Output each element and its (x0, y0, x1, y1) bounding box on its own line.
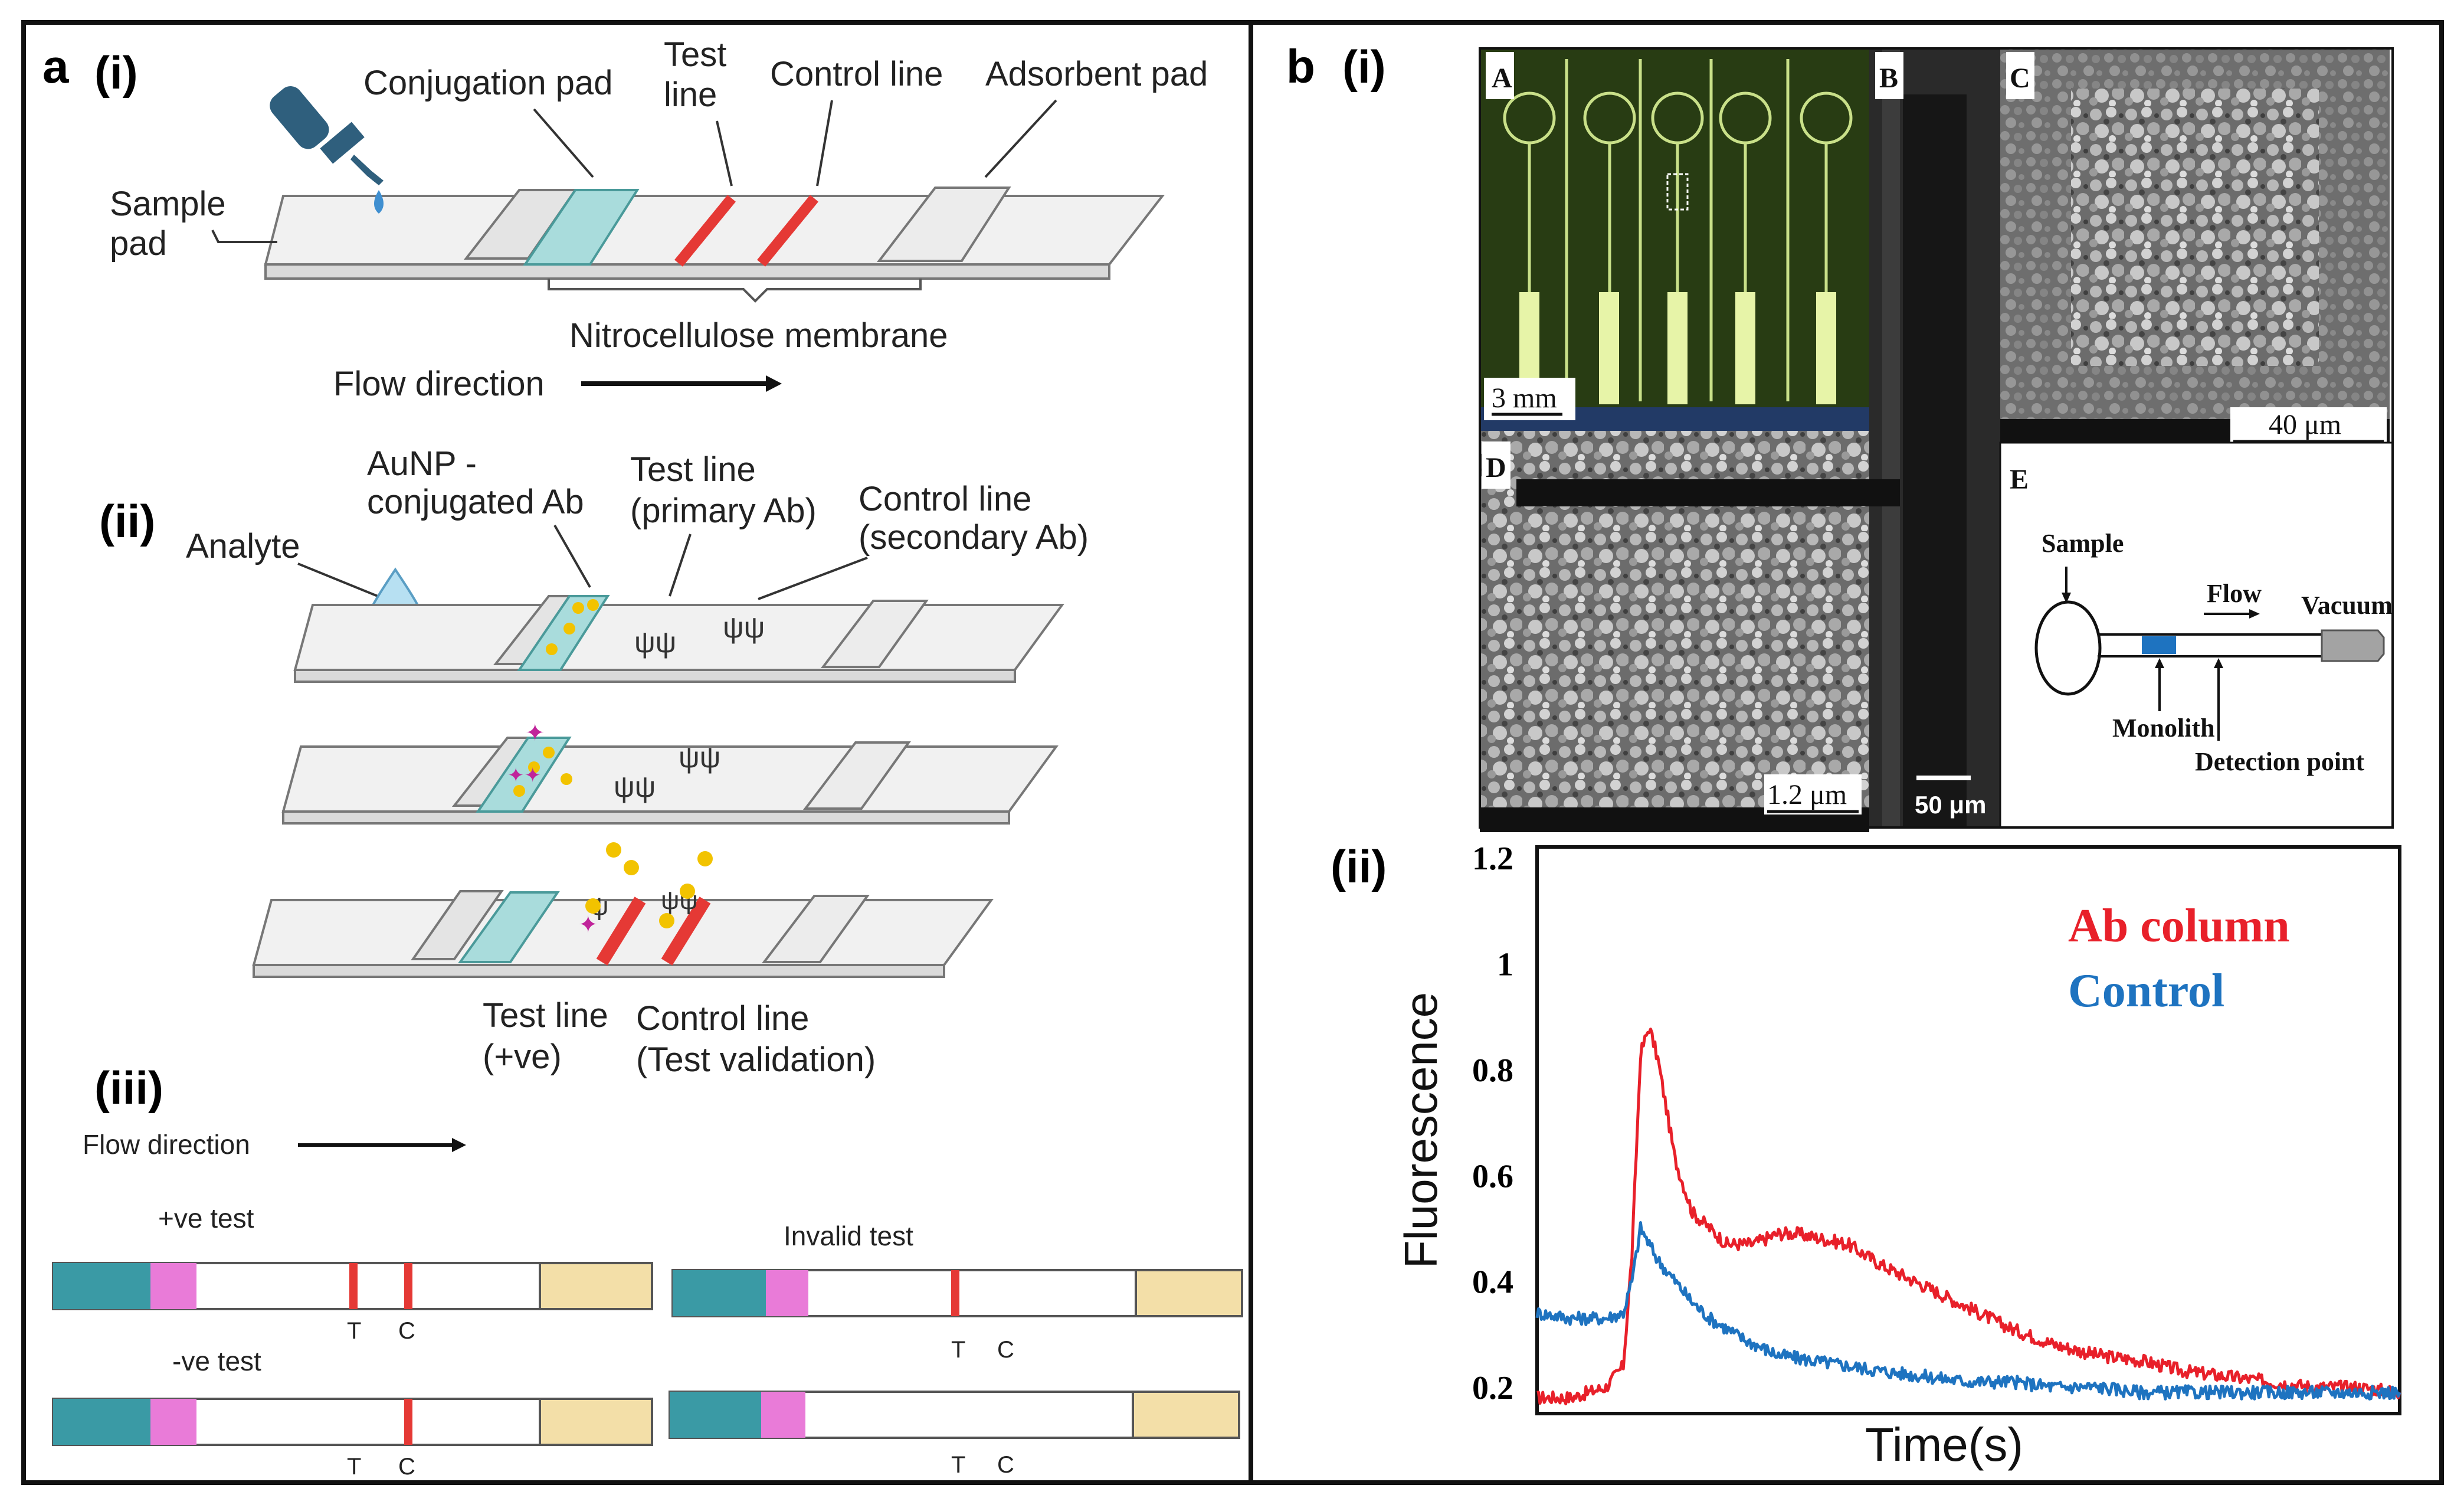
label-membrane: Nitrocellulose membrane (569, 316, 948, 355)
panel-a-ii-label: (ii) (99, 495, 155, 547)
y-tick-label: 1 (1497, 946, 1513, 983)
label-sample-pad-1: Sample (110, 185, 226, 223)
micrograph-b: B 50 μm (1869, 48, 2000, 827)
dropper-icon (270, 86, 384, 214)
micrograph-d-label: D (1486, 452, 1506, 483)
strip-positive-test (52, 1262, 653, 1310)
panel-b-ii-label: (ii) (1331, 840, 1387, 892)
label-control-secondary-1: Control line (859, 480, 1031, 518)
control-line (757, 195, 818, 267)
lfa-strip-ii-2: ψψ ψψ ✦ ✦✦ (281, 720, 1059, 825)
label-c-invalid-2: C (997, 1452, 1014, 1478)
label-invalid-test: Invalid test (784, 1221, 913, 1251)
lfa-strip-ii-1: ψψ ψψ (293, 595, 1064, 683)
svg-text:✦: ✦ (525, 720, 545, 746)
schematic-detection-point: Detection point (2195, 747, 2365, 776)
panel-a-iii-label: (iii) (94, 1062, 163, 1114)
label-positive-test: +ve test (158, 1203, 254, 1234)
panel-a-i-label: (i) (94, 47, 138, 99)
strip-invalid-test-1 (671, 1269, 1243, 1317)
label-conjugation-pad: Conjugation pad (363, 64, 612, 102)
panel-b-label: b (1286, 40, 1315, 93)
label-t-invalid-2: T (951, 1452, 965, 1478)
plot-frame (1535, 845, 2401, 1415)
schematic-vacuum: Vacuum (2301, 591, 2393, 620)
svg-text:✦: ✦ (578, 912, 598, 938)
legend-control: Control (2068, 965, 2224, 1017)
svg-text:ψψ: ψψ (723, 611, 765, 644)
label-control-validation-1: Control line (636, 999, 809, 1038)
label-adsorbent-pad: Adsorbent pad (985, 55, 1208, 93)
y-tick-label: 0.8 (1472, 1052, 1513, 1089)
scale-bar-c-label: 40 μm (2269, 409, 2341, 440)
label-t-invalid-1: T (951, 1337, 965, 1363)
label-test-line-2: line (664, 76, 717, 114)
scale-bar-d-label: 1.2 μm (1767, 779, 1847, 810)
y-tick-label: 1.2 (1472, 840, 1513, 877)
micrograph-b-label: B (1879, 63, 1898, 94)
label-c-pos: C (398, 1318, 415, 1344)
y-axis-label: Fluorescence (1395, 992, 1447, 1268)
lfa-strip-ii-3: ✦ ψ ψψ (252, 842, 994, 978)
micrograph-c-label: C (2010, 63, 2030, 94)
conjugation-pad (523, 189, 640, 266)
label-t-neg: T (347, 1454, 361, 1480)
schematic-e: E Sample Flow Vacuum Monolith Detection … (1999, 441, 2394, 829)
series-line-ab-column (1536, 1028, 2401, 1406)
schematic-monolith: Monolith (2112, 714, 2215, 742)
label-flow-direction-iii: Flow direction (83, 1129, 250, 1160)
label-analyte: Analyte (186, 527, 300, 565)
label-test-primary-2: (primary Ab) (630, 492, 817, 530)
y-tick-label: 0.6 (1472, 1158, 1513, 1195)
label-control-line: Control line (770, 55, 943, 93)
scale-bar-b-label: 50 μm (1915, 791, 1986, 819)
label-test-line-1: Test (664, 35, 726, 74)
schematic-sample: Sample (2042, 529, 2124, 558)
label-aunp-1: AuNP - (367, 444, 477, 483)
schematic-flow: Flow (2207, 579, 2262, 608)
micrograph-d: D 1.2 μm (1480, 431, 1900, 832)
svg-text:ψψ: ψψ (679, 741, 720, 774)
micrograph-a-label: A (1492, 63, 1512, 94)
label-test-positive-1: Test line (483, 996, 608, 1035)
label-negative-test: -ve test (172, 1346, 261, 1376)
label-aunp-2: conjugated Ab (367, 483, 584, 521)
panel-a-label: a (42, 40, 69, 93)
label-test-positive-2: (+ve) (483, 1038, 562, 1076)
adsorbent-pad (876, 187, 1011, 262)
label-c-invalid-1: C (997, 1337, 1014, 1363)
svg-text:ψψ: ψψ (634, 626, 676, 659)
fluorescence-chart: 0.2 0.4 0.6 0.8 1 1.2 Fluorescence Time(s) Ab… (1395, 840, 2401, 1471)
label-control-secondary-2: (secondary Ab) (859, 518, 1089, 557)
panel-b-i-label: (i) (1342, 41, 1386, 93)
strip-negative-test (52, 1398, 653, 1446)
panel-a: a (i) Conjugation pad Test li (42, 35, 1243, 1480)
svg-text:✦✦: ✦✦ (507, 764, 541, 787)
label-c-neg: C (398, 1454, 415, 1480)
svg-text:ψψ: ψψ (614, 770, 656, 803)
x-axis-label: Time(s) (1865, 1418, 2023, 1471)
flow-arrow-iii (298, 1138, 466, 1152)
label-sample-pad-2: pad (110, 224, 167, 263)
label-t-pos: T (347, 1318, 361, 1344)
series-line-control (1535, 1221, 2401, 1401)
label-flow-direction: Flow direction (333, 365, 545, 403)
legend-ab-column: Ab column (2068, 900, 2290, 952)
y-tick-label: 0.2 (1472, 1370, 1513, 1406)
strip-invalid-test-2 (669, 1391, 1240, 1439)
schematic-e-label: E (2010, 464, 2029, 495)
scale-bar-a-label: 3 mm (1492, 382, 1557, 414)
test-line (674, 195, 736, 267)
flow-arrow-i (581, 375, 782, 392)
panel-b: b (i) A 3 mm (1286, 40, 2401, 1471)
y-tick-label: 0.4 (1472, 1264, 1513, 1301)
micrograph-c: C 40 μm (2000, 48, 2390, 447)
micrograph-a: A 3 mm (1480, 48, 1869, 431)
label-test-primary-1: Test line (630, 450, 756, 489)
label-control-validation-2: (Test validation) (636, 1041, 876, 1079)
